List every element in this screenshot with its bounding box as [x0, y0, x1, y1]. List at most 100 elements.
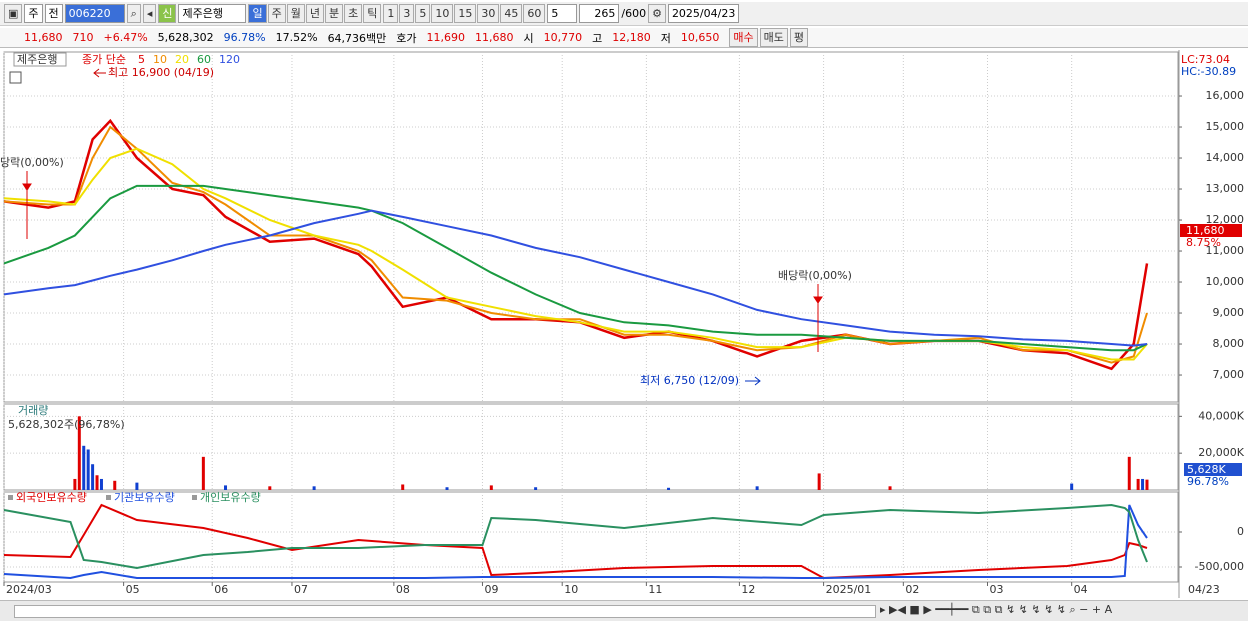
interval-button[interactable]: 10	[431, 4, 454, 23]
period-button[interactable]: 년	[305, 4, 324, 23]
interval-button[interactable]: 45	[500, 4, 523, 23]
legend-swatch	[106, 495, 111, 500]
icon	[9, 71, 22, 84]
prev-select[interactable]: 전	[44, 4, 63, 23]
shown-count[interactable]: 265	[579, 4, 620, 23]
period-button[interactable]: 월	[286, 4, 305, 23]
annotation: 최고 16,900 (04/19)	[108, 66, 214, 79]
interval-button[interactable]: 3	[399, 4, 415, 23]
scrollbar[interactable]: ▸ ▶◀ ■ ▶ ━━┿━━ ⧉ ⧉ ⧉ ↯ ↯ ↯ ↯ ↯ ⌕ − + A	[0, 600, 1248, 621]
order-button[interactable]: 평	[789, 28, 809, 47]
order-button[interactable]: 매수	[729, 28, 758, 47]
period-button[interactable]: 초	[344, 4, 363, 23]
interval-button[interactable]: 15	[454, 4, 477, 23]
interval-button[interactable]: 60	[523, 4, 546, 23]
interval-button[interactable]: 5	[415, 4, 431, 23]
scroll-controls: ▸ ▶◀ ■ ▶ ━━┿━━ ⧉ ⧉ ⧉ ↯ ↯ ↯ ↯ ↯ ⌕ − + A	[880, 603, 1113, 616]
stock-name: 제주은행	[178, 4, 247, 23]
x-tick-label: 09	[484, 583, 498, 596]
chart: 7,000 8,000 9,000 10,000 11,000 12,000 13,000 1…	[0, 50, 1245, 598]
sound-button[interactable]: ◂	[142, 4, 157, 23]
high-label: 고	[592, 31, 603, 45]
legend-box	[13, 52, 67, 67]
x-tick-label: 10	[564, 583, 578, 596]
x-tick-label: 03	[990, 583, 1004, 596]
last-price: 11,680	[1186, 224, 1225, 237]
volume-bar	[1070, 483, 1074, 490]
date-input[interactable]: 2025/04/23	[667, 4, 740, 23]
legend-entry: 120	[219, 53, 240, 66]
annotation: 당락(0,00%)	[0, 156, 64, 169]
arrow	[93, 68, 106, 78]
interval-button[interactable]: 1	[383, 4, 399, 23]
x-tick-label: 2025/01	[826, 583, 872, 596]
y-tick-label: 12,000	[1206, 213, 1245, 226]
period-button[interactable]: 분	[324, 4, 344, 23]
last-change: 8.75%	[1186, 236, 1221, 249]
volume-bar	[95, 475, 99, 490]
code-input[interactable]: 006220	[64, 4, 125, 23]
volume-bar	[86, 449, 90, 490]
current-date-label: 04/23	[1188, 583, 1220, 596]
badge: 신	[158, 4, 177, 23]
legend-title: 제주은행	[17, 53, 57, 66]
volume-bar	[135, 482, 139, 490]
panel-frame	[3, 51, 1179, 403]
volume-bar	[888, 486, 892, 490]
menu-button[interactable]: ▣	[4, 4, 23, 23]
last-price-box	[1180, 224, 1242, 237]
order-button[interactable]: 매도	[759, 28, 788, 47]
ma-label: 종가 단순	[82, 53, 126, 66]
series-line	[3, 125, 1148, 364]
legend-entry: 20	[175, 53, 189, 66]
series-line	[3, 147, 1148, 361]
period-button[interactable]: 주	[267, 4, 286, 23]
quote-bar: 11,680 710 +6.47% 5,628,302 96.78% 17.52…	[0, 28, 1248, 48]
period-button[interactable]: 틱	[363, 4, 382, 23]
y-tick-label: 15,000	[1206, 120, 1245, 133]
order-buttons: 매수 매도 평	[729, 28, 809, 47]
legend-entry: 외국인보유수량	[16, 491, 87, 504]
annotation: 최저 6,750 (12/09)	[640, 374, 739, 387]
open: 10,770	[543, 31, 583, 44]
rate: +6.47%	[103, 31, 148, 44]
volume-bar	[224, 485, 228, 490]
x-tick-label: 02	[905, 583, 919, 596]
count-select[interactable]: 5	[547, 4, 578, 23]
volume-bar	[77, 416, 81, 490]
low-label: 저	[660, 31, 671, 45]
volume-bar	[667, 487, 671, 490]
series-line	[3, 504, 1148, 580]
vol-ratio: 96.78%	[223, 31, 266, 44]
interval-button[interactable]: 30	[477, 4, 500, 23]
low: 10,650	[680, 31, 720, 44]
x-tick-label: 06	[214, 583, 228, 596]
search-button[interactable]: ⌕	[126, 4, 141, 23]
y-tick-label: 16,000	[1206, 89, 1245, 102]
y-tick-label: -500,000	[1195, 560, 1244, 573]
last-ratio: 96.78%	[1187, 475, 1229, 488]
arrow	[22, 171, 32, 239]
market-select[interactable]: 주	[24, 4, 43, 23]
period-button[interactable]: 일	[248, 4, 267, 23]
volume-bar	[534, 487, 538, 490]
tool-button[interactable]: ⚙	[648, 4, 666, 23]
volume-bar	[401, 484, 405, 490]
legend-entry: 5	[138, 53, 145, 66]
volume-bar	[1141, 478, 1145, 490]
panel-title: 거래량	[18, 404, 48, 417]
legend-entry: 개인보유수량	[200, 491, 261, 504]
amount: 64,736백만	[327, 31, 387, 45]
scroll-thumb[interactable]	[14, 605, 876, 618]
legend-entry: 기관보유수량	[114, 491, 175, 504]
open-label: 시	[523, 31, 534, 45]
y-tick-label: 9,000	[1213, 306, 1245, 319]
legend-entry: 10	[153, 53, 167, 66]
series-line	[3, 503, 1148, 580]
volume-bar	[817, 473, 821, 490]
x-tick-label: 11	[648, 583, 662, 596]
x-tick-label: 2024/03	[6, 583, 52, 596]
y-tick-label: 8,000	[1213, 337, 1245, 350]
volume-bar	[445, 487, 449, 490]
annotation: 배당락(0,00%)	[778, 269, 852, 282]
